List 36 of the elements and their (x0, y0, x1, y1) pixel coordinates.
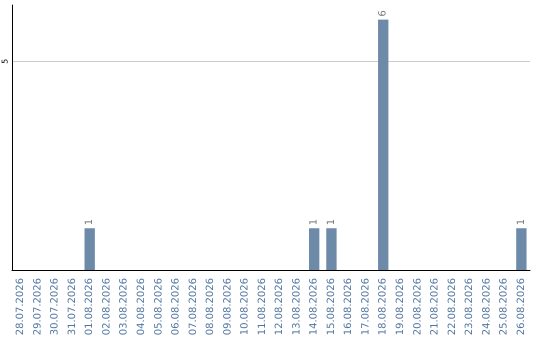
x-tick-label: 16.08.2026 (343, 278, 354, 336)
data-label: 1 (326, 218, 337, 226)
x-tick-label: 19.08.2026 (395, 278, 406, 336)
x-tick-label: 30.07.2026 (50, 278, 61, 336)
x-tick-label: 20.08.2026 (412, 278, 424, 336)
x-tick-label: 18.08.2026 (378, 278, 389, 336)
x-tick-label: 08.08.2026 (205, 278, 216, 336)
data-label: 1 (308, 218, 320, 226)
x-tick-label: 01.08.2026 (84, 278, 96, 336)
x-tick-label: 17.08.2026 (360, 278, 372, 336)
x-tick-label: 23.08.2026 (464, 278, 476, 336)
x-tick-label: 31.07.2026 (66, 278, 78, 336)
x-tick-label: 05.08.2026 (153, 278, 164, 336)
data-label: 1 (516, 218, 527, 226)
x-tick-label: 28.07.2026 (15, 278, 26, 336)
x-tick-label: 06.08.2026 (170, 278, 182, 336)
x-tick-label: 22.08.2026 (446, 278, 458, 336)
x-tick-label: 10.08.2026 (240, 278, 251, 336)
x-tick-label: 25.08.2026 (498, 278, 510, 336)
x-tick-label: 29.07.2026 (32, 278, 44, 336)
x-tick-label: 13.08.2026 (291, 278, 302, 336)
data-label: 6 (378, 10, 389, 17)
x-tick-label: 14.08.2026 (308, 278, 320, 336)
x-tick-label: 09.08.2026 (222, 278, 234, 336)
x-tick-label: 07.08.2026 (188, 278, 199, 336)
x-tick-label: 26.08.2026 (516, 278, 527, 336)
data-label: 1 (84, 218, 96, 226)
y-tick-label: 5 (0, 58, 10, 64)
x-tick-label: 02.08.2026 (101, 278, 112, 336)
x-tick-label: 24.08.2026 (481, 278, 492, 336)
x-tick-label: 12.08.2026 (274, 278, 286, 336)
x-tick-label: 21.08.2026 (430, 278, 441, 336)
x-tick-label: 04.08.2026 (136, 278, 147, 336)
x-tick-label: 15.08.2026 (326, 278, 337, 336)
x-tick-label: 11.08.2026 (256, 278, 268, 336)
x-tick-label: 03.08.2026 (118, 278, 130, 336)
